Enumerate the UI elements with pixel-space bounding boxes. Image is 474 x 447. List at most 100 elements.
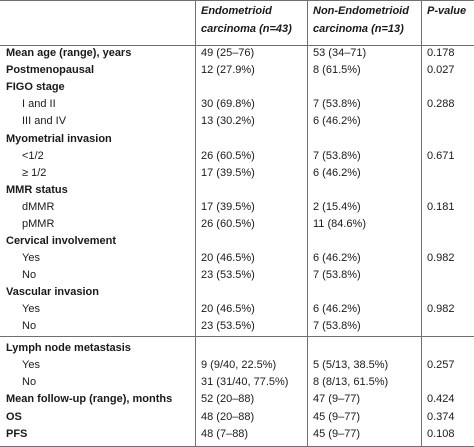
header-col2-line2: carcinoma (n=13) bbox=[313, 23, 404, 35]
p-value: 0.424 bbox=[427, 393, 455, 405]
non-endometrioid-value: 7 (53.8%) bbox=[313, 98, 361, 110]
header-col1-line2: carcinoma (n=43) bbox=[201, 23, 292, 35]
row-label: <1/2 bbox=[22, 150, 44, 162]
row-label: ≥ 1/2 bbox=[22, 167, 47, 179]
row-label: Mean age (range), years bbox=[6, 47, 132, 59]
row-label: pMMR bbox=[22, 218, 55, 230]
endometrioid-value: 48 (7–88) bbox=[201, 428, 249, 440]
non-endometrioid-value: 7 (53.8%) bbox=[313, 269, 361, 281]
non-endometrioid-value: 7 (53.8%) bbox=[313, 150, 361, 162]
table-row: Postmenopausal 12 (27.9%) 8 (61.5%) 0.027 bbox=[0, 62, 474, 79]
table-top-rule bbox=[0, 0, 474, 1]
non-endometrioid-value: 53 (34–71) bbox=[313, 47, 367, 59]
endometrioid-value: 52 (20–88) bbox=[201, 393, 255, 405]
p-value: 0.027 bbox=[427, 64, 455, 76]
non-endometrioid-value: 6 (46.2%) bbox=[313, 115, 361, 127]
endometrioid-value: 30 (69.8%) bbox=[201, 98, 255, 110]
non-endometrioid-value: 6 (46.2%) bbox=[313, 303, 361, 315]
row-label: No bbox=[22, 320, 37, 332]
endometrioid-value: 17 (39.5%) bbox=[201, 201, 255, 213]
section-rule bbox=[0, 336, 474, 337]
endometrioid-value: 31 (31/40, 77.5%) bbox=[201, 376, 289, 388]
p-value: 0.288 bbox=[427, 98, 455, 110]
table-row: OS 48 (20–88) 45 (9–77) 0.374 bbox=[0, 409, 474, 426]
table-row: Lymph node metastasis bbox=[0, 340, 474, 357]
row-label: Yes bbox=[22, 359, 40, 371]
non-endometrioid-value: 8 (61.5%) bbox=[313, 64, 361, 76]
row-label: III and IV bbox=[22, 115, 67, 127]
p-value: 0.178 bbox=[427, 47, 455, 59]
row-label: Yes bbox=[22, 252, 40, 264]
row-label: dMMR bbox=[22, 201, 55, 213]
row-label: Yes bbox=[22, 303, 40, 315]
table-row: <1/2 26 (60.5%) 7 (53.8%) 0.671 bbox=[0, 148, 474, 165]
header-col1-line1: Endometrioid bbox=[201, 5, 272, 17]
endometrioid-value: 20 (46.5%) bbox=[201, 303, 255, 315]
non-endometrioid-value: 47 (9–77) bbox=[313, 393, 361, 405]
endometrioid-value: 13 (30.2%) bbox=[201, 115, 255, 127]
non-endometrioid-value: 45 (9–77) bbox=[313, 428, 361, 440]
column-divider bbox=[421, 0, 422, 447]
column-divider bbox=[307, 0, 308, 447]
table-row: PFS 48 (7–88) 45 (9–77) 0.108 bbox=[0, 426, 474, 443]
row-label: No bbox=[22, 269, 37, 281]
endometrioid-value: 23 (53.5%) bbox=[201, 269, 255, 281]
table-row: Yes 9 (9/40, 22.5%) 5 (5/13, 38.5%) 0.257 bbox=[0, 357, 474, 374]
row-label: PFS bbox=[6, 428, 28, 440]
row-label: Lymph node metastasis bbox=[6, 342, 131, 354]
row-label: Cervical involvement bbox=[6, 235, 117, 247]
table-row: Cervical involvement bbox=[0, 233, 474, 250]
endometrioid-value: 12 (27.9%) bbox=[201, 64, 255, 76]
table-row: FIGO stage bbox=[0, 79, 474, 96]
endometrioid-value: 23 (53.5%) bbox=[201, 320, 255, 332]
table-row: Mean age (range), years 49 (25–76) 53 (34–… bbox=[0, 45, 474, 62]
row-label: OS bbox=[6, 411, 22, 423]
endometrioid-value: 26 (60.5%) bbox=[201, 150, 255, 162]
row-label: Myometrial invasion bbox=[6, 133, 112, 145]
non-endometrioid-value: 7 (53.8%) bbox=[313, 320, 361, 332]
endometrioid-value: 26 (60.5%) bbox=[201, 218, 255, 230]
row-label: Mean follow-up (range), months bbox=[6, 393, 173, 405]
row-label: No bbox=[22, 376, 37, 388]
table-row: Mean follow-up (range), months 52 (20–88)… bbox=[0, 391, 474, 408]
endometrioid-value: 20 (46.5%) bbox=[201, 252, 255, 264]
table-row: I and II 30 (69.8%) 7 (53.8%) 0.288 bbox=[0, 96, 474, 113]
header-p-value: P-value bbox=[427, 5, 467, 17]
table-row: No 23 (53.5%) 7 (53.8%) bbox=[0, 267, 474, 284]
endometrioid-value: 17 (39.5%) bbox=[201, 167, 255, 179]
table-row: Vascular invasion bbox=[0, 284, 474, 301]
non-endometrioid-value: 45 (9–77) bbox=[313, 411, 361, 423]
row-label: Vascular invasion bbox=[6, 286, 99, 298]
endometrioid-value: 48 (20–88) bbox=[201, 411, 255, 423]
table-row: dMMR 17 (39.5%) 2 (15.4%) 0.181 bbox=[0, 199, 474, 216]
endometrioid-value: 9 (9/40, 22.5%) bbox=[201, 359, 277, 371]
row-label: MMR status bbox=[6, 184, 68, 196]
header-col2-line1: Non-Endometrioid bbox=[313, 5, 409, 17]
table-row: pMMR 26 (60.5%) 11 (84.6%) bbox=[0, 216, 474, 233]
row-label: Postmenopausal bbox=[6, 64, 95, 76]
header-rule bbox=[0, 45, 474, 46]
non-endometrioid-value: 6 (46.2%) bbox=[313, 252, 361, 264]
non-endometrioid-value: 11 (84.6%) bbox=[313, 218, 366, 230]
endometrioid-value: 49 (25–76) bbox=[201, 47, 255, 59]
row-label: I and II bbox=[22, 98, 56, 110]
table-row: ≥ 1/2 17 (39.5%) 6 (46.2%) bbox=[0, 165, 474, 182]
p-value: 0.108 bbox=[427, 428, 455, 440]
table-row: No 31 (31/40, 77.5%) 8 (8/13, 61.5%) bbox=[0, 374, 474, 391]
table-row: III and IV 13 (30.2%) 6 (46.2%) bbox=[0, 113, 474, 130]
p-value: 0.982 bbox=[427, 252, 455, 264]
row-label: FIGO stage bbox=[6, 81, 65, 93]
table-row: MMR status bbox=[0, 182, 474, 199]
p-value: 0.671 bbox=[427, 150, 455, 162]
non-endometrioid-value: 6 (46.2%) bbox=[313, 167, 361, 179]
p-value: 0.181 bbox=[427, 201, 455, 213]
p-value: 0.257 bbox=[427, 359, 455, 371]
p-value: 0.982 bbox=[427, 303, 455, 315]
p-value: 0.374 bbox=[427, 411, 455, 423]
table-row: No 23 (53.5%) 7 (53.8%) bbox=[0, 318, 474, 335]
table-row: Yes 20 (46.5%) 6 (46.2%) 0.982 bbox=[0, 301, 474, 318]
non-endometrioid-value: 2 (15.4%) bbox=[313, 201, 361, 213]
table-row: Myometrial invasion bbox=[0, 131, 474, 148]
table-row: Yes 20 (46.5%) 6 (46.2%) 0.982 bbox=[0, 250, 474, 267]
